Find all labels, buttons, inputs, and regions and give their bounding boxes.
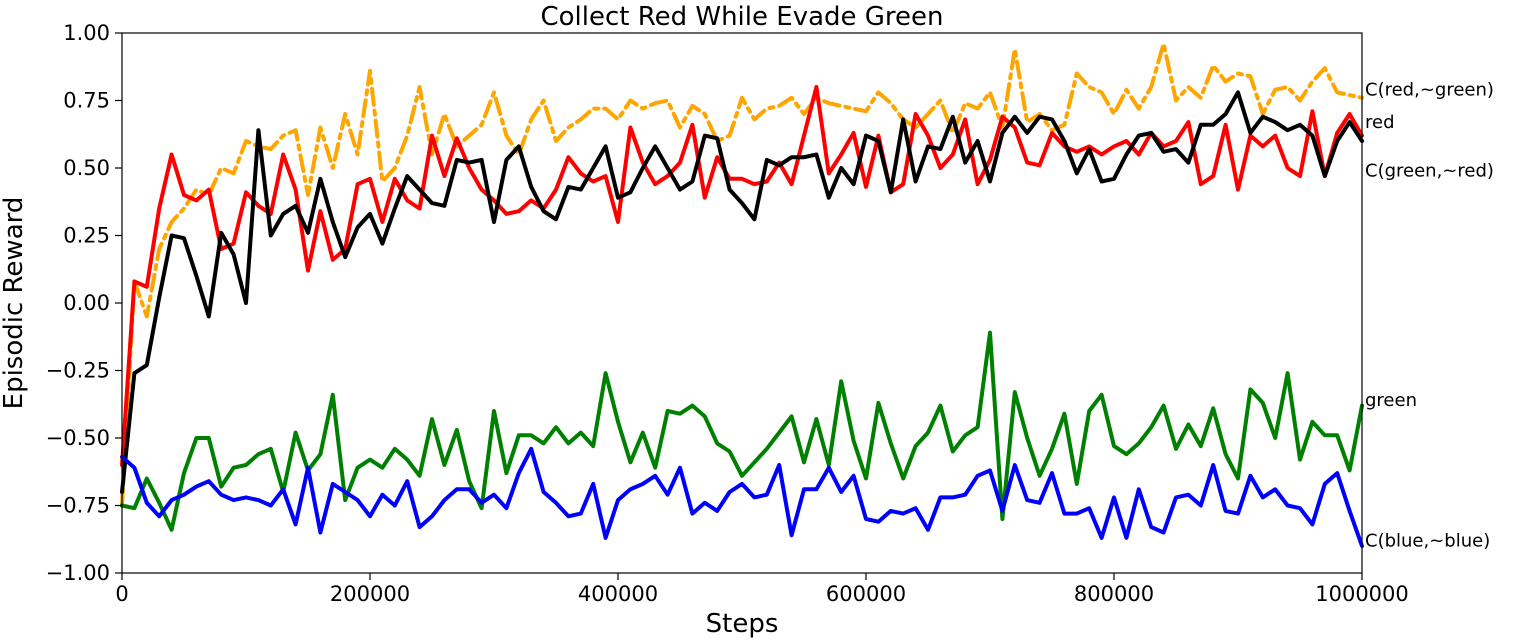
chart-title: Collect Red While Evade Green: [540, 2, 943, 32]
y-tick-label: −0.75: [46, 494, 110, 518]
y-tick-label: −1.00: [46, 561, 110, 585]
y-tick-label: 0.75: [63, 89, 110, 113]
y-axis-label: Episodic Reward: [0, 197, 29, 410]
y-tick-label: 0.50: [63, 156, 110, 180]
y-tick-label: −0.25: [46, 359, 110, 383]
x-tick-label: 1000000: [1315, 582, 1409, 606]
plot-frame: [121, 32, 1363, 574]
x-tick-label: 400000: [578, 582, 658, 606]
y-tick-label: 0.25: [63, 224, 110, 248]
series-label-c-green-red: C(green,~red): [1365, 161, 1494, 182]
y-tick-label: −0.50: [46, 426, 110, 450]
series-label-c-blue-blue: C(blue,~blue): [1365, 531, 1490, 552]
y-tick-label: 0.00: [63, 291, 110, 315]
series-line-green: [120, 330, 1364, 532]
x-tick-label: 800000: [1074, 582, 1154, 606]
series-line-c-red-green: [120, 41, 1364, 508]
x-axis: 0 200000 400000 600000 800000 1000000: [115, 573, 1409, 606]
series-label-c-red-green: C(red,~green): [1365, 80, 1494, 101]
y-axis: −1.00 −0.75 −0.50 −0.25 0.00 0.25 0.50 0.75 1.00: [46, 21, 122, 585]
series-line-red: [120, 85, 1364, 467]
series-label-green: green: [1365, 390, 1417, 411]
series-label-red: red: [1365, 112, 1395, 133]
series-line-c-blue-blue: [120, 446, 1364, 548]
series-labels: C(red,~green) red C(green,~red) green C(blue…: [1365, 80, 1494, 552]
y-tick-label: 1.00: [63, 21, 110, 45]
series-line-c-green-red: [120, 90, 1364, 494]
x-tick-label: 0: [115, 582, 128, 606]
x-tick-label: 600000: [826, 582, 906, 606]
plot-area: [120, 41, 1364, 548]
x-axis-label: Steps: [706, 609, 779, 639]
x-tick-label: 200000: [330, 582, 410, 606]
